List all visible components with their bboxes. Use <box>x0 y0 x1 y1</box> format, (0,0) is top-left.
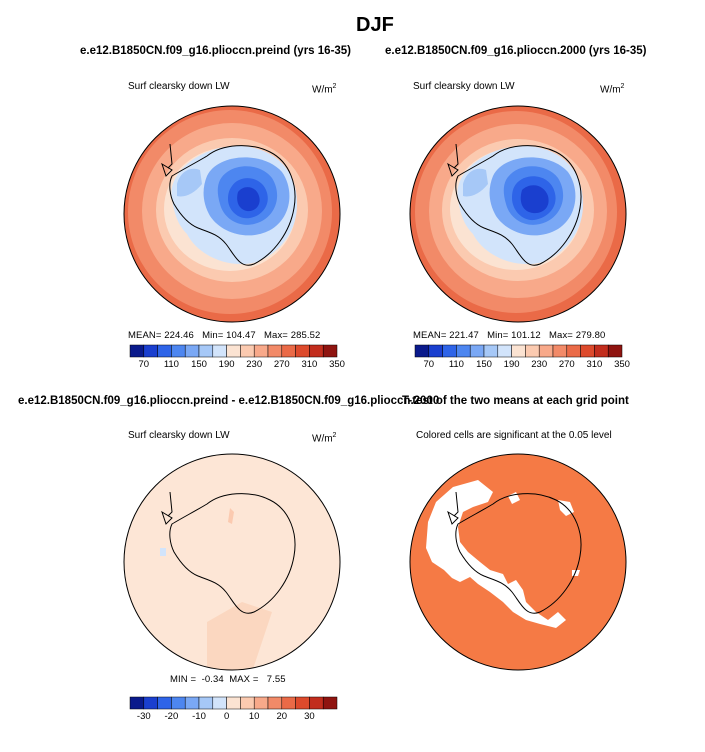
mean-value-2000: 221.47 <box>449 330 479 341</box>
colorbar-box <box>212 344 227 358</box>
colorbar-box <box>456 344 471 358</box>
min-value-2000: 101.12 <box>511 330 541 341</box>
colorbar-difference <box>129 696 338 710</box>
polar-map-ttest <box>409 453 627 671</box>
colorbar-tick-label: 230 <box>531 359 548 370</box>
colorbar-tick-label: 150 <box>476 359 492 370</box>
colorbar-box <box>566 344 581 358</box>
variable-label-2000: Surf clearsky down LW <box>413 81 515 92</box>
colorbar-box <box>552 344 568 358</box>
colorbar-box <box>226 696 241 710</box>
colorbar-box <box>469 344 485 358</box>
colorbar-box <box>198 344 214 358</box>
colorbar-box <box>143 344 158 358</box>
colorbar-tick-label: 70 <box>138 359 150 370</box>
colorbar-tick-label: 110 <box>163 359 179 370</box>
colorbar-tick-label: 350 <box>329 359 345 370</box>
stats-preind: MEAN= 224.46 Min= 104.47 Max= 285.52 <box>128 330 321 341</box>
colorbar-box <box>580 344 595 358</box>
colorbar-box <box>240 696 255 710</box>
units-label-difference: W/m2 <box>312 432 337 445</box>
colorbar-box <box>525 344 540 358</box>
colorbar-tick-label: 310 <box>586 359 603 370</box>
colorbar-box <box>240 344 255 358</box>
units-label-preind: W/m2 <box>312 83 337 96</box>
colorbar-tick-label: 0 <box>223 711 230 722</box>
colorbar-tick-label: 10 <box>248 711 260 722</box>
colorbar-2000 <box>414 344 623 358</box>
colorbar-tick-label: 230 <box>246 359 263 370</box>
colorbar-box <box>253 696 269 710</box>
colorbar-box <box>309 344 324 358</box>
units-label-2000: W/m2 <box>600 83 625 96</box>
colorbar-tick-label: 270 <box>273 359 290 370</box>
colorbar-tick-label: 190 <box>503 359 520 370</box>
colorbar-box <box>497 344 512 358</box>
colorbar-box <box>198 696 214 710</box>
colorbar-box <box>184 696 200 710</box>
colorbar-box <box>212 696 227 710</box>
colorbar-tick-label: 70 <box>423 359 435 370</box>
colorbar-tick-label: 110 <box>448 359 464 370</box>
colorbar-box <box>184 344 200 358</box>
colorbar-box <box>295 696 310 710</box>
stats-difference: MIN = -0.34 MAX = 7.55 <box>170 674 286 685</box>
min-value-preind: 104.47 <box>226 330 256 341</box>
colorbar-box <box>511 344 526 358</box>
colorbar-box <box>129 344 145 358</box>
colorbar-box <box>309 696 324 710</box>
colorbar-tick-label: -30 <box>136 711 151 722</box>
colorbar-tick-label: 20 <box>276 711 288 722</box>
variable-label-difference: Surf clearsky down LW <box>128 430 230 441</box>
colorbar-box <box>322 696 338 710</box>
mean-value-preind: 224.46 <box>164 330 194 341</box>
colorbar-box <box>295 344 310 358</box>
colorbar-box <box>322 344 338 358</box>
colorbar-box <box>483 344 499 358</box>
case-title-2000: e.e12.B1850CN.f09_g16.pliocсn.2000 (yrs … <box>385 45 647 57</box>
colorbar-box <box>253 344 269 358</box>
colorbar-box <box>594 344 609 358</box>
colorbar-box <box>267 344 283 358</box>
colorbar-tick-label: 270 <box>558 359 575 370</box>
case-title-preind: e.e12.B1850CN.f09_g16.pliocсn.preind (yr… <box>80 45 352 57</box>
colorbar-tick-label: -10 <box>192 711 206 722</box>
colorbar-box <box>281 696 296 710</box>
colorbar-box <box>157 696 172 710</box>
max-value-preind: 285.52 <box>290 330 321 341</box>
min-value-difference: -0.34 <box>201 674 224 685</box>
colorbar-box <box>428 344 443 358</box>
colorbar-box <box>607 344 623 358</box>
colorbar-tick-label: 310 <box>301 359 318 370</box>
stats-2000: MEAN= 221.47 Min= 101.12 Max= 279.80 <box>413 330 606 341</box>
colorbar-tick-label: 30 <box>304 711 315 722</box>
colorbar-tick-label: 190 <box>218 359 235 370</box>
colorbar-box <box>267 696 283 710</box>
colorbar-tick-label: 150 <box>191 359 207 370</box>
max-value-2000: 279.80 <box>575 330 606 341</box>
ttest-title: T-test of the two means at each grid poi… <box>402 395 629 407</box>
colorbar-box <box>143 696 158 710</box>
figure-title: DJF <box>356 14 394 36</box>
colorbar-preind <box>129 344 338 358</box>
polar-map-2000 <box>409 105 627 323</box>
colorbar-box <box>129 696 145 710</box>
colorbar-box <box>538 344 554 358</box>
case-title-difference: e.e12.B1850CN.f09_g16.pliocсn.preind - e… <box>18 395 440 407</box>
colorbar-box <box>171 344 186 358</box>
colorbar-box <box>442 344 457 358</box>
colorbar-tick-label: -20 <box>164 711 179 722</box>
colorbar-tick-label: 350 <box>614 359 630 370</box>
colorbar-box <box>414 344 430 358</box>
polar-map-difference <box>123 453 341 671</box>
colorbar-box <box>281 344 296 358</box>
max-value-difference: 7.55 <box>266 674 286 685</box>
ttest-subtitle: Colored cells are significant at the 0.0… <box>416 430 612 441</box>
polar-map-preind <box>123 105 341 323</box>
colorbar-box <box>171 696 186 710</box>
colorbar-box <box>226 344 241 358</box>
colorbar-box <box>157 344 172 358</box>
variable-label-preind: Surf clearsky down LW <box>128 81 230 92</box>
